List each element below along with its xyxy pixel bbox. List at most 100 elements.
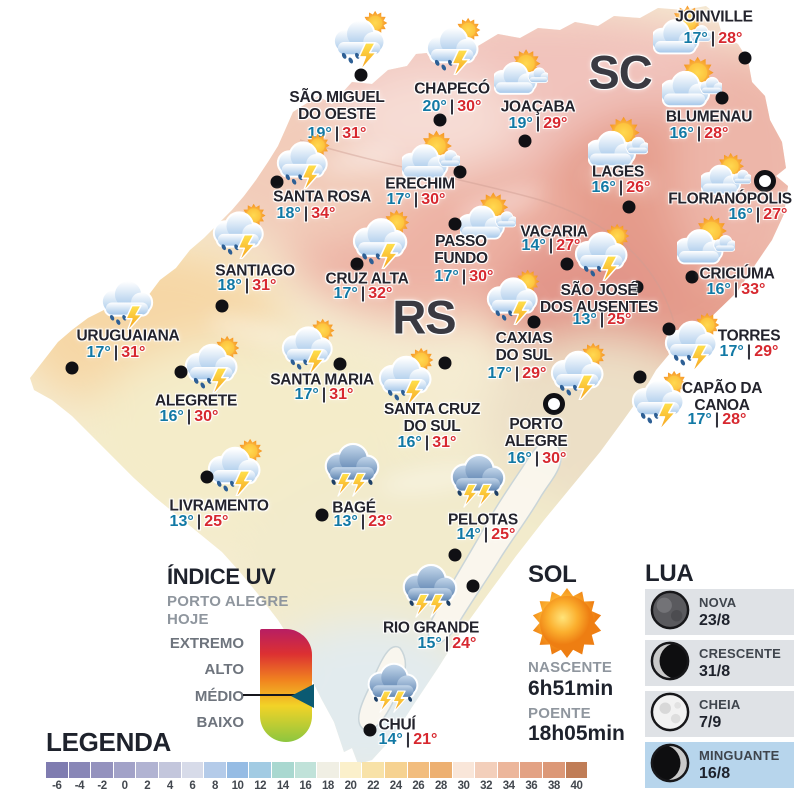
moon-phase-name: MINGUANTE <box>699 747 780 763</box>
chui-name: CHUÍ <box>378 716 416 734</box>
storm-sun-icon <box>574 221 634 285</box>
legend-title: LEGENDA <box>46 727 172 757</box>
pelotas-temperatures: 14° | 25° <box>456 526 516 543</box>
uv-subtitle-city: PORTO ALEGRE <box>167 593 289 610</box>
legend-cell-22: 22 <box>362 762 384 792</box>
legend-value: -6 <box>52 780 62 792</box>
legend-swatch <box>339 762 362 778</box>
legend-swatch <box>91 762 113 778</box>
legend-cell-40: 40 <box>565 762 588 792</box>
joinville-temperatures: 17° | 28° <box>683 30 743 47</box>
legend-value: 12 <box>254 780 267 792</box>
legend-value: -2 <box>97 780 107 792</box>
legend-cell-10: 10 <box>226 762 249 792</box>
moon-phase-name: NOVA <box>699 594 737 610</box>
legend-cell-2: 2 <box>136 762 158 792</box>
legend-swatch <box>113 762 136 778</box>
storm-sun-icon <box>352 207 414 273</box>
caxias-do-sul-name: CAXIAS DO SUL <box>495 330 553 364</box>
lages-marker <box>622 200 636 214</box>
santa-maria-name: SANTA MARIA <box>270 371 374 389</box>
passo-fundo-temperatures: 17° | 30° <box>434 268 494 285</box>
moon-phase-date: 16/8 <box>699 764 731 782</box>
legend-swatch <box>362 762 384 778</box>
legend-value: 24 <box>389 780 402 792</box>
sun-cloud-icon <box>674 211 737 269</box>
sao-miguel-do-oeste-marker <box>354 68 368 82</box>
legend-value: 30 <box>457 780 470 792</box>
legend-cell--2: -2 <box>91 762 113 792</box>
legend-swatch <box>543 762 565 778</box>
legend-swatch <box>226 762 249 778</box>
sun-cloud-icon <box>399 126 462 184</box>
torres-marker <box>662 322 676 336</box>
bage-temperatures: 13° | 23° <box>333 513 393 530</box>
legend-value: 38 <box>547 780 560 792</box>
pelotas-name: PELOTAS <box>448 511 518 529</box>
moon-phase-row-cheia: CHEIA 7/9 <box>645 691 794 737</box>
sun-cloud-icon <box>698 149 753 199</box>
legend-value: 32 <box>480 780 492 792</box>
uv-panel-title: ÍNDICE UV <box>167 564 276 589</box>
legend-cell-0: 0 <box>113 762 136 792</box>
legend-value: 40 <box>570 780 583 792</box>
passo-fundo-name: PASSO FUNDO <box>434 233 488 267</box>
rio-grande-name: RIO GRANDE <box>382 619 480 637</box>
legend-value: 10 <box>231 780 244 792</box>
sunset-label: POENTE <box>528 705 591 722</box>
legend-swatch <box>407 762 430 778</box>
moon-phase-row-crescente: CRESCENTE 31/8 <box>645 640 794 686</box>
legend-value: 2 <box>144 780 151 792</box>
joinville-marker <box>738 51 752 65</box>
santiago-temperatures: 18° | 31° <box>217 277 277 294</box>
legend-value: 8 <box>212 780 218 792</box>
erechim-name: ERECHIM <box>385 175 455 193</box>
lages-temperatures: 16° | 26° <box>591 179 651 196</box>
sao-miguel-do-oeste-name: SÃO MIGUEL DO OESTE <box>289 89 385 123</box>
sao-jose-dos-ausentes-marker <box>630 280 644 294</box>
cruz-alta-name: CRUZ ALTA <box>325 270 409 288</box>
state-label-rs: RS <box>392 290 456 344</box>
legend-cell-32: 32 <box>475 762 497 792</box>
uruguaiana-name: URUGUAIANA <box>76 327 180 345</box>
sun-cloud-icon <box>584 112 650 172</box>
legend-cell-14: 14 <box>271 762 294 792</box>
legend-swatch <box>452 762 475 778</box>
storm-dark-icon <box>367 661 419 713</box>
livramento-temperatures: 13° | 25° <box>169 513 229 530</box>
legend-value: 14 <box>276 780 289 792</box>
blumenau-marker <box>715 91 729 105</box>
sunrise-time: 6h51min <box>528 677 614 700</box>
new-moon-icon <box>650 590 690 635</box>
sao-jose-dos-ausentes-temperatures: 13° | 25° <box>572 311 632 328</box>
santa-rosa-temperatures: 18° | 34° <box>276 205 336 222</box>
pelotas-marker <box>448 548 462 562</box>
uruguaiana-temperatures: 17° | 31° <box>86 344 146 361</box>
sunset-time: 18h05min <box>528 722 625 745</box>
santa-rosa-marker <box>270 175 284 189</box>
chui-marker <box>363 723 377 737</box>
full-moon-icon <box>650 692 690 737</box>
legend-swatch <box>520 762 543 778</box>
storm-sun-icon <box>425 15 485 79</box>
state-label-sc: SC <box>588 45 652 99</box>
livramento-marker <box>200 470 214 484</box>
legend-swatch <box>249 762 271 778</box>
lua-panel-title: LUA <box>645 560 694 587</box>
sun-cloud-icon <box>658 52 724 112</box>
passo-fundo-marker <box>448 217 462 231</box>
sao-jose-dos-ausentes-name: SÃO JOSÉ DOS AUSENTES <box>539 282 659 316</box>
legend-swatch <box>68 762 91 778</box>
erechim-temperatures: 17° | 30° <box>386 191 446 208</box>
uv-level-alto: ALTO <box>204 661 244 678</box>
sol-panel-title: SOL <box>528 561 577 588</box>
florianopolis-marker <box>754 170 776 192</box>
legend-swatch <box>430 762 452 778</box>
capao-da-canoa-name: CAPÃO DA CANOA <box>681 380 763 414</box>
capao-da-canoa-temperatures: 17° | 28° <box>687 411 747 428</box>
legend-value: 16 <box>299 780 312 792</box>
storm-sun-icon <box>184 333 244 397</box>
legend-value: 36 <box>525 780 538 792</box>
legend-swatch <box>475 762 497 778</box>
